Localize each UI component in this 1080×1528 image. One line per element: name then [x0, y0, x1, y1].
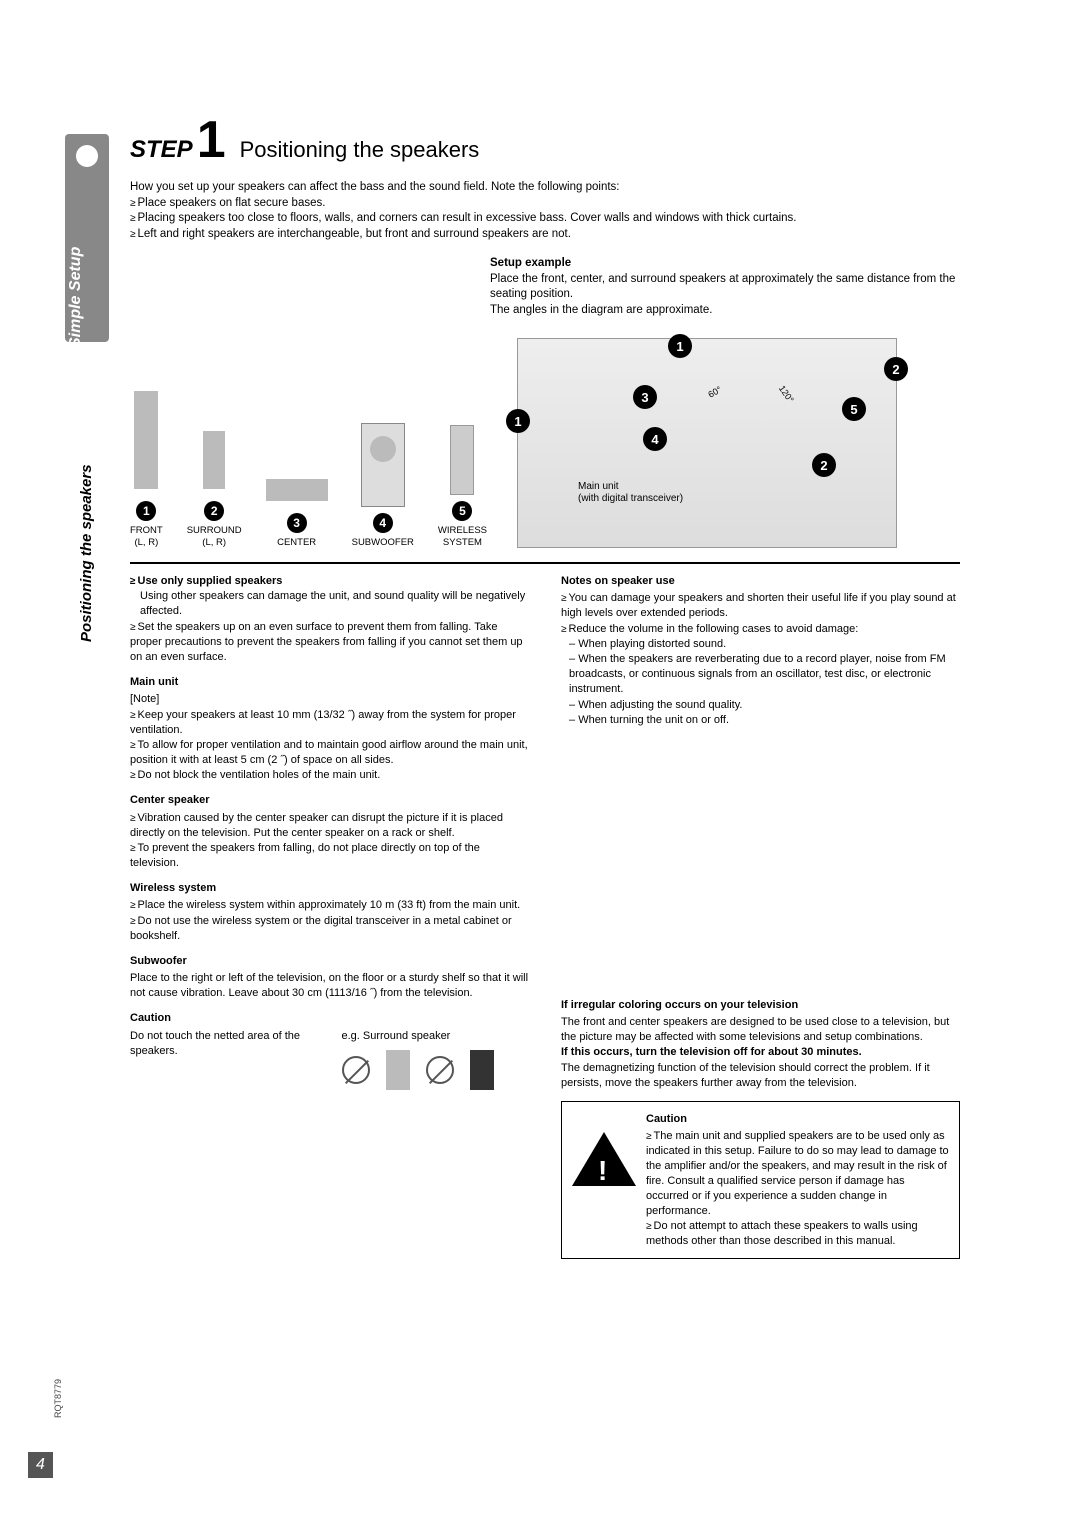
- caution-heading: Caution: [130, 1011, 529, 1026]
- speaker-sublabel: (L, R): [202, 537, 226, 548]
- angle-60: 60°: [706, 384, 723, 399]
- caution-box-heading: Caution: [646, 1112, 949, 1127]
- room-badge-4: 4: [643, 427, 667, 451]
- step-number: 1: [197, 120, 226, 162]
- sidebar-label-section: Positioning the speakers: [78, 464, 95, 642]
- speaker-label: WIRELESS: [438, 525, 487, 536]
- room-badge-2b: 2: [812, 453, 836, 477]
- setup-example: Setup example Place the front, center, a…: [490, 256, 960, 318]
- right-column: Notes on speaker use You can damage your…: [561, 574, 960, 1259]
- setup-example-line: The angles in the diagram are approximat…: [490, 303, 960, 319]
- step-header: STEP 1 Positioning the speakers: [130, 120, 960, 164]
- speaker-label: SUBWOOFER: [352, 537, 414, 548]
- speaker-legend: 1 FRONT (L, R) 2 SURROUND (L, R) 3 CENTE…: [130, 391, 487, 548]
- notes-heading: Notes on speaker use: [561, 574, 960, 589]
- caution-box-text: Do not attempt to attach these speakers …: [646, 1219, 949, 1249]
- speaker-surround: 2 SURROUND (L, R): [187, 431, 242, 548]
- wireless-heading: Wireless system: [130, 881, 529, 896]
- badge-5: 5: [452, 501, 472, 521]
- speaker-sublabel: (L, R): [134, 537, 158, 548]
- badge-3: 3: [287, 513, 307, 533]
- left-column: Use only supplied speakers Using other s…: [130, 574, 529, 1259]
- intro-line: Placing speakers too close to floors, wa…: [130, 211, 960, 227]
- speaker-subwoofer: 4 SUBWOOFER: [352, 423, 414, 548]
- small-speaker-icon: [386, 1050, 410, 1090]
- room-transceiver: (with digital transceiver): [578, 493, 683, 505]
- note-label: [Note]: [130, 692, 529, 707]
- subwoofer-icon: [361, 423, 405, 507]
- intro-line: How you set up your speakers can affect …: [130, 180, 960, 196]
- use-only-text: Using other speakers can damage the unit…: [140, 589, 529, 619]
- small-speaker-icon: [470, 1050, 494, 1090]
- badge-4: 4: [373, 513, 393, 533]
- center-speaker-icon: [266, 479, 328, 501]
- page-number: 4: [28, 1452, 53, 1478]
- subwoofer-heading: Subwoofer: [130, 954, 529, 969]
- center-text: To prevent the speakers from falling, do…: [130, 841, 529, 871]
- center-text: Vibration caused by the center speaker c…: [130, 811, 529, 841]
- speaker-label: CENTER: [277, 537, 316, 548]
- room-badge-3: 3: [633, 385, 657, 409]
- front-speaker-icon: [134, 391, 158, 489]
- room-badge-1b: 1: [668, 334, 692, 358]
- intro-line: Left and right speakers are interchangea…: [130, 227, 960, 243]
- badge-1: 1: [136, 501, 156, 521]
- step-word: STEP: [130, 136, 193, 164]
- room-badge-2: 2: [884, 357, 908, 381]
- room-badge-1: 1: [506, 409, 530, 433]
- step-title: Positioning the speakers: [240, 137, 480, 163]
- room-badge-5: 5: [842, 397, 866, 421]
- room-main-unit: Main unit: [578, 481, 683, 493]
- surround-example-diagram: [342, 1050, 530, 1090]
- intro-line: Place speakers on flat secure bases.: [130, 196, 960, 212]
- surround-speaker-icon: [203, 431, 225, 489]
- room-main-unit-label: Main unit (with digital transceiver): [578, 481, 683, 505]
- intro-block: How you set up your speakers can affect …: [130, 180, 960, 242]
- irregular-bold: If this occurs, turn the television off …: [561, 1045, 960, 1060]
- irregular-text: The demagnetizing function of the televi…: [561, 1061, 960, 1091]
- speaker-label: FRONT: [130, 525, 163, 536]
- prohibit-icon: [426, 1056, 454, 1084]
- angle-120: 120°: [777, 384, 796, 405]
- eg-label: e.g. Surround speaker: [342, 1029, 530, 1044]
- irregular-text: The front and center speakers are design…: [561, 1015, 960, 1045]
- main-unit-text: To allow for proper ventilation and to m…: [130, 738, 529, 768]
- speaker-label: SURROUND: [187, 525, 242, 536]
- tab-arrow-icon: [76, 145, 98, 167]
- notes-dash: When turning the unit on or off.: [569, 713, 960, 728]
- badge-2: 2: [204, 501, 224, 521]
- speaker-sublabel: SYSTEM: [443, 537, 482, 548]
- setup-example-heading: Setup example: [490, 256, 960, 272]
- caution-text: Do not touch the netted area of the spea…: [130, 1029, 318, 1090]
- center-heading: Center speaker: [130, 793, 529, 808]
- wireless-text: Place the wireless system within approxi…: [130, 898, 529, 913]
- main-unit-heading: Main unit: [130, 675, 529, 690]
- use-only-text: Set the speakers up on an even surface t…: [130, 620, 529, 666]
- wireless-text: Do not use the wireless system or the di…: [130, 914, 529, 944]
- prohibit-icon: [342, 1056, 370, 1084]
- room-diagram: 1 1 2 2 3 4 5 Main unit (with digital tr…: [517, 338, 897, 548]
- speaker-center: 3 CENTER: [266, 479, 328, 548]
- wireless-system-icon: [450, 425, 474, 495]
- speaker-wireless: 5 WIRELESS SYSTEM: [438, 425, 487, 548]
- notes-text: Reduce the volume in the following cases…: [561, 622, 960, 637]
- subwoofer-text: Place to the right or left of the televi…: [130, 971, 529, 1001]
- caution-box: Caution The main unit and supplied speak…: [561, 1101, 960, 1260]
- caution-box-text: The main unit and supplied speakers are …: [646, 1129, 949, 1219]
- separator: [130, 562, 960, 564]
- diagram-row: 1 FRONT (L, R) 2 SURROUND (L, R) 3 CENTE…: [130, 338, 960, 548]
- use-only-heading: Use only supplied speakers: [130, 575, 282, 587]
- speaker-front: 1 FRONT (L, R): [130, 391, 163, 548]
- doc-code: RQT8779: [53, 1379, 63, 1418]
- main-unit-text: Keep your speakers at least 10 mm (13/32…: [130, 708, 529, 738]
- notes-dash: When the speakers are reverberating due …: [569, 652, 960, 698]
- notes-text: You can damage your speakers and shorten…: [561, 591, 960, 621]
- notes-dash: When adjusting the sound quality.: [569, 698, 960, 713]
- setup-example-line: Place the front, center, and surround sp…: [490, 272, 960, 303]
- irregular-heading: If irregular coloring occurs on your tel…: [561, 998, 960, 1013]
- main-unit-text: Do not block the ventilation holes of th…: [130, 768, 529, 783]
- sidebar-label-setup: Simple Setup: [67, 247, 85, 348]
- warning-triangle-icon: [572, 1132, 636, 1186]
- notes-dash: When playing distorted sound.: [569, 637, 960, 652]
